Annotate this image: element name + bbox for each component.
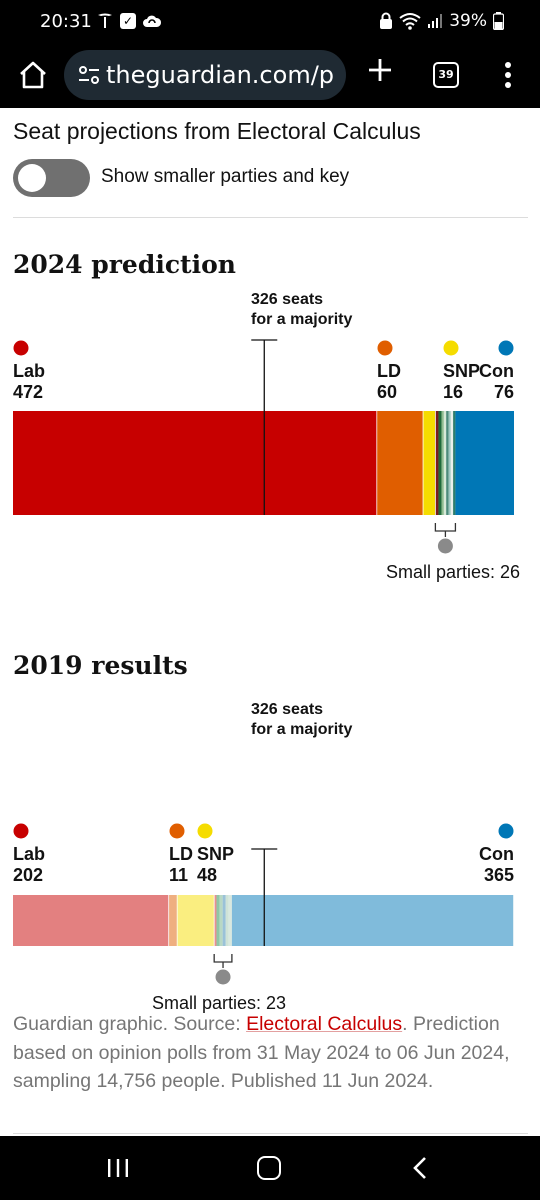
small-parties-label: Small parties: 26 <box>386 562 520 582</box>
source-link[interactable]: Electoral Calculus <box>246 1013 403 1035</box>
legend-dot-con <box>498 340 514 356</box>
party-name-lab: Lab <box>13 844 45 864</box>
tab-count: 39 <box>438 68 454 81</box>
party-name-con: Con <box>479 844 514 864</box>
battery-percent: 39% <box>449 11 487 31</box>
browser-toolbar: theguardian.com/p 39 <box>0 44 540 108</box>
bar-segment-small-party-3 <box>441 411 444 515</box>
nav-home-icon[interactable] <box>257 1156 281 1180</box>
cloud-sync-icon <box>143 15 162 27</box>
toggle-label[interactable]: Show smaller parties and key <box>101 166 350 187</box>
small-parties-bracket <box>434 523 457 537</box>
legend-dot-lab <box>13 823 29 839</box>
party-seats-lab: 472 <box>13 382 43 402</box>
party-seats-con: 365 <box>484 865 514 885</box>
legend-dot-con <box>498 823 514 839</box>
small-parties-dot <box>437 538 453 554</box>
bar-segment-small-party-2 <box>216 895 220 946</box>
bar-segment-con <box>231 895 514 946</box>
bar-segment-lab <box>13 895 169 946</box>
toggle-smaller-parties[interactable] <box>13 159 90 197</box>
bar-segment-con <box>455 411 514 515</box>
bar-segment-ld <box>168 895 178 946</box>
chart-title-2019: 2019 results <box>13 651 188 680</box>
footnote-prefix: Guardian graphic. Source: <box>13 1013 247 1035</box>
legend-dot-snp <box>443 340 459 356</box>
party-seats-ld: 11 <box>169 865 188 885</box>
page-content: Seat projections from Electoral Calculus… <box>0 108 540 1136</box>
majority-label-line2: for a majority <box>251 721 352 738</box>
source-footnote: Guardian graphic. Source: Electoral Calc… <box>13 1010 533 1096</box>
legend-dot-snp <box>197 823 213 839</box>
bar-segment-small-party-4 <box>443 411 447 515</box>
majority-label-line1: 326 seats <box>251 291 323 308</box>
party-name-con: Con <box>479 361 514 381</box>
bar-segment-ld <box>376 411 424 515</box>
plus-icon[interactable] <box>366 56 394 84</box>
legend-dot-ld <box>169 823 185 839</box>
bar-segment-small-party-6 <box>448 411 451 515</box>
bar-segment-small-party-7 <box>450 411 454 515</box>
party-name-ld: LD <box>169 844 193 864</box>
home-icon[interactable] <box>16 58 50 92</box>
chart-title-2024: 2024 prediction <box>13 250 236 279</box>
url-bar[interactable]: theguardian.com/p <box>64 50 346 100</box>
legend-dot-ld <box>377 340 393 356</box>
battery-icon <box>493 12 504 30</box>
bar-segment-small-party-5 <box>225 895 229 946</box>
small-parties-dot <box>215 969 231 985</box>
url-text[interactable]: theguardian.com/p <box>106 61 335 89</box>
lock-icon <box>380 12 393 29</box>
small-parties-label: Small parties: 23 <box>152 993 286 1013</box>
bottom-divider <box>13 1133 528 1134</box>
section-divider <box>13 217 528 218</box>
legend-dot-lab <box>13 340 29 356</box>
bar-segment-small-party-2 <box>438 411 442 515</box>
party-seats-lab: 202 <box>13 865 43 885</box>
chart-subtitle: Seat projections from Electoral Calculus <box>13 118 421 144</box>
status-bar: 20:31 ✓ 39% <box>0 0 540 44</box>
tesla-icon <box>98 13 112 28</box>
back-icon[interactable] <box>410 1156 430 1180</box>
majority-label-line1: 326 seats <box>251 701 323 718</box>
check-box-icon: ✓ <box>120 13 136 29</box>
toggle-knob[interactable] <box>18 164 46 192</box>
bar-segment-small-party-5 <box>446 411 449 515</box>
party-seats-ld: 60 <box>377 382 397 402</box>
footnote-suffix: . Prediction based on opinion polls from… <box>13 1013 510 1092</box>
bar-segment-snp <box>423 411 436 515</box>
small-parties-bracket <box>213 954 233 968</box>
status-time: 20:31 <box>40 11 92 32</box>
bar-segment-small-party-8 <box>453 411 456 515</box>
tabs-icon[interactable]: 39 <box>433 62 459 88</box>
bar-segment-snp <box>177 895 215 946</box>
bar-segment-small-party-4 <box>222 895 226 946</box>
party-name-ld: LD <box>377 361 401 381</box>
status-icons-left: ✓ <box>96 12 162 30</box>
majority-label-line2: for a majority <box>251 311 352 328</box>
party-seats-snp: 16 <box>443 382 463 402</box>
party-name-snp: SNP <box>197 844 234 864</box>
bar-segment-lab <box>13 411 377 515</box>
bar-segment-small-party-3 <box>219 895 223 946</box>
bar-segment-small-party-1 <box>435 411 439 515</box>
status-icons-right: 39% <box>379 11 504 31</box>
party-name-lab: Lab <box>13 361 45 381</box>
cut-off-heading <box>14 108 76 112</box>
signal-icon <box>428 14 443 28</box>
bar-segment-small-party-6 <box>228 895 232 946</box>
menu-dots-icon[interactable] <box>500 60 516 90</box>
system-nav-bar <box>0 1136 540 1200</box>
party-name-snp: SNP <box>443 361 480 381</box>
bar-segment-small-party-1 <box>214 895 217 946</box>
party-seats-snp: 48 <box>197 865 217 885</box>
site-settings-icon[interactable] <box>78 64 100 86</box>
party-seats-con: 76 <box>494 382 514 402</box>
recents-icon[interactable] <box>106 1158 130 1178</box>
wifi-icon <box>399 13 421 30</box>
